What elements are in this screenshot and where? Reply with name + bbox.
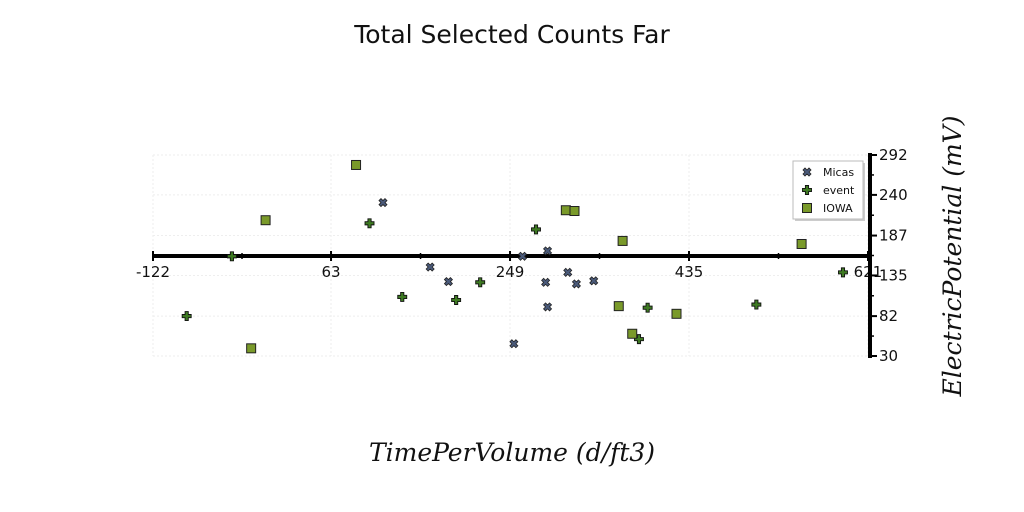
legend-marker-iowa [802, 203, 812, 213]
data-point-event [531, 224, 541, 235]
legend-label-micas: Micas [823, 166, 854, 179]
data-point-micas [517, 251, 528, 261]
square-marker-shape [617, 235, 628, 246]
square-marker-shape [802, 203, 812, 213]
data-point-micas [563, 267, 573, 277]
y-tick-label: 30 [879, 347, 898, 365]
data-point-iowa [796, 238, 807, 249]
square-marker-shape [351, 159, 362, 170]
square-marker-shape [613, 301, 624, 312]
y-tick-label: 240 [879, 186, 908, 204]
data-point-event [397, 291, 408, 302]
y-tick-label: 187 [879, 227, 908, 245]
plus-marker-shape [226, 251, 237, 262]
data-point-micas [378, 197, 388, 208]
data-point-iowa [671, 308, 682, 319]
data-point-micas [509, 339, 519, 349]
square-marker-shape [260, 215, 271, 226]
plus-marker-shape [531, 224, 541, 235]
square-marker-shape [627, 328, 638, 339]
x-tick-label: 63 [321, 263, 340, 281]
data-point-event [226, 251, 237, 262]
x-marker-shape [802, 167, 812, 177]
data-point-iowa [246, 343, 257, 354]
data-point-iowa [351, 159, 362, 170]
series-iowa [246, 159, 807, 354]
x-tick-label: 435 [675, 263, 704, 281]
x-marker-shape [571, 279, 581, 289]
x-marker-shape [542, 246, 553, 256]
x-marker-shape [378, 197, 388, 208]
plus-marker-shape [642, 302, 653, 313]
data-point-micas [425, 262, 435, 272]
data-point-event [364, 218, 375, 229]
data-point-iowa [627, 328, 638, 339]
data-point-micas [443, 277, 453, 287]
plus-marker-shape [751, 299, 762, 310]
x-marker-shape [541, 277, 551, 287]
plus-marker-shape [475, 277, 486, 288]
legend: Micas event IOWA [792, 160, 865, 221]
plus-marker-shape [364, 218, 375, 229]
series-event [181, 218, 848, 345]
axes: -122632494356213082135187240292 [136, 146, 908, 365]
data-point-iowa [617, 235, 628, 246]
data-point-iowa [613, 301, 624, 312]
plus-marker-shape [838, 267, 848, 278]
plus-marker-shape [451, 295, 462, 305]
data-point-iowa [260, 215, 271, 226]
x-marker-shape [542, 302, 553, 312]
x-marker-shape [517, 251, 528, 261]
data-point-event [751, 299, 762, 310]
data-point-event [451, 295, 462, 305]
y-tick-label: 82 [879, 307, 898, 325]
data-point-event [181, 311, 192, 322]
data-point-micas [589, 276, 599, 286]
square-marker-shape [796, 238, 807, 249]
legend-marker-event [802, 185, 812, 195]
plus-marker-shape [802, 185, 812, 195]
x-tick-label: -122 [136, 263, 170, 281]
plus-marker-shape [397, 291, 408, 302]
data-point-micas [571, 279, 581, 289]
x-axis-label: TimePerVolume (d/ft3) [369, 438, 655, 467]
square-marker-shape [246, 343, 257, 354]
series-micas [378, 197, 599, 349]
x-marker-shape [425, 262, 435, 272]
square-marker-shape [569, 206, 580, 217]
plus-marker-shape [181, 311, 192, 322]
square-marker-shape [560, 205, 571, 216]
data-points [181, 159, 848, 354]
data-point-micas [542, 246, 553, 256]
data-point-micas [542, 302, 553, 312]
legend-marker-micas [802, 167, 812, 177]
data-point-event [642, 302, 653, 313]
x-marker-shape [589, 276, 599, 286]
x-marker-shape [563, 267, 573, 277]
x-marker-shape [509, 339, 519, 349]
x-tick-label: 249 [496, 263, 525, 281]
legend-label-event: event [823, 184, 855, 197]
data-point-event [475, 277, 486, 288]
y-tick-label: 292 [879, 146, 908, 164]
chart-title: Total Selected Counts Far [353, 20, 670, 49]
x-marker-shape [443, 277, 453, 287]
data-point-iowa [560, 205, 571, 216]
data-point-iowa [569, 206, 580, 217]
data-point-event [838, 267, 848, 278]
data-point-micas [541, 277, 551, 287]
y-axis-label: ElectricPotential (mV) [938, 116, 967, 398]
legend-label-iowa: IOWA [823, 202, 853, 215]
square-marker-shape [671, 308, 682, 319]
y-tick-label: 135 [879, 266, 908, 284]
